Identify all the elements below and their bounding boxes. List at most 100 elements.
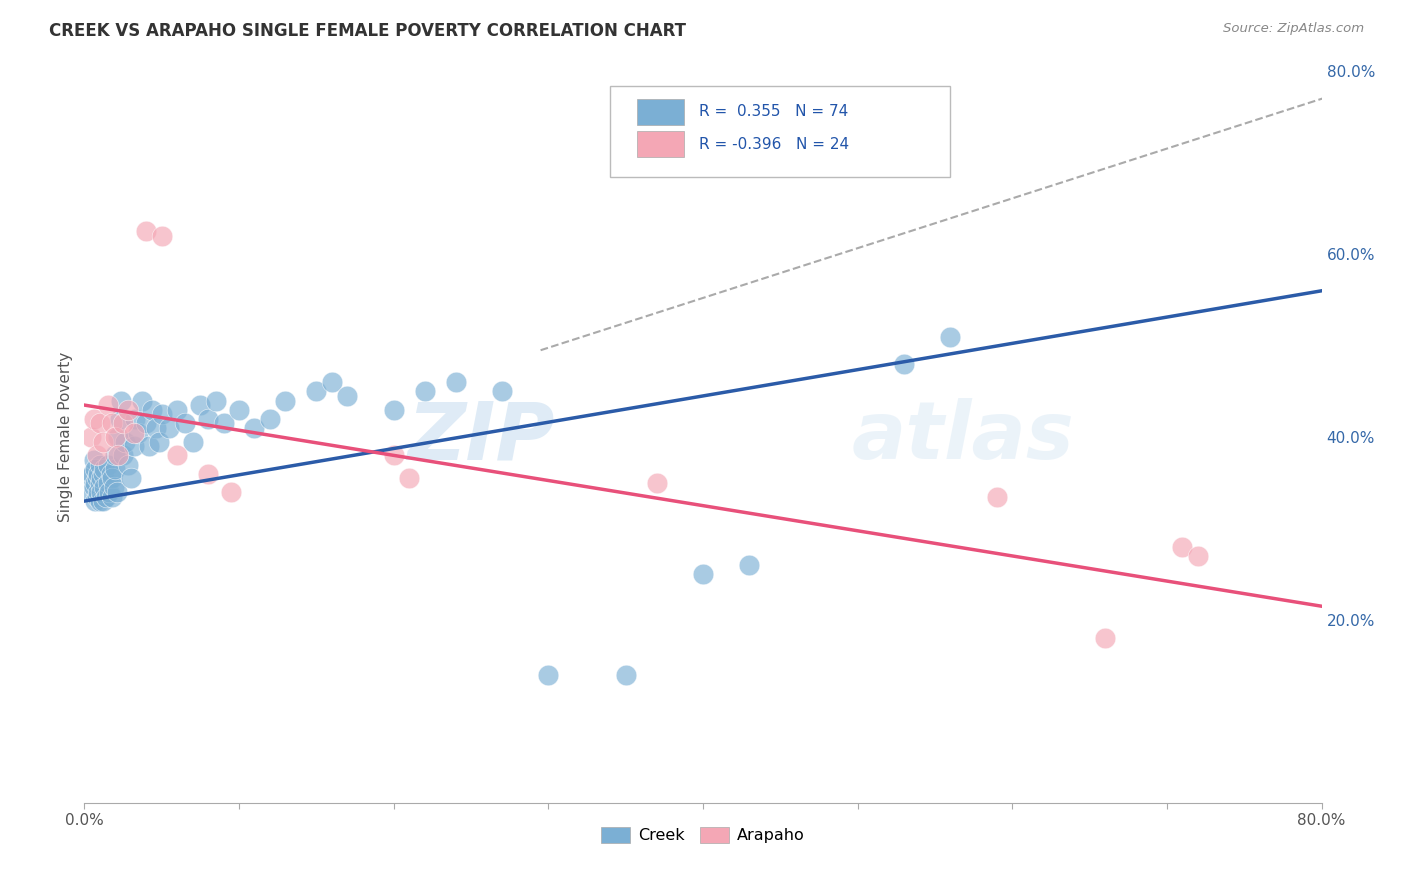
- Y-axis label: Single Female Poverty: Single Female Poverty: [58, 352, 73, 522]
- Point: [93, 480, 115, 494]
- Point: [107, 448, 129, 462]
- Point: [174, 417, 197, 431]
- Point: [1171, 540, 1194, 554]
- Point: [413, 384, 436, 399]
- Point: [101, 417, 124, 431]
- Point: [986, 490, 1008, 504]
- Point: [141, 402, 163, 417]
- Point: [127, 425, 149, 440]
- Point: [145, 421, 167, 435]
- Point: [84, 462, 107, 476]
- Point: [114, 434, 136, 449]
- Point: [382, 448, 405, 462]
- Legend: Creek, Arapaho: Creek, Arapaho: [595, 821, 811, 850]
- Point: [124, 412, 146, 426]
- Point: [1187, 549, 1209, 563]
- Point: [112, 448, 135, 462]
- Point: [79, 485, 101, 500]
- Point: [83, 480, 105, 494]
- Point: [98, 485, 121, 500]
- Point: [243, 421, 266, 435]
- Point: [87, 467, 110, 481]
- Point: [398, 471, 420, 485]
- Point: [84, 494, 107, 508]
- Point: [89, 417, 111, 431]
- Point: [104, 448, 127, 462]
- Point: [738, 558, 761, 573]
- Point: [77, 471, 100, 485]
- Text: R = -0.396   N = 24: R = -0.396 N = 24: [699, 136, 849, 152]
- Text: atlas: atlas: [852, 398, 1074, 476]
- Point: [150, 229, 173, 244]
- Point: [96, 458, 118, 472]
- Point: [336, 389, 359, 403]
- Point: [107, 430, 129, 444]
- Point: [93, 462, 115, 476]
- Point: [90, 485, 112, 500]
- Point: [117, 402, 139, 417]
- Point: [491, 384, 513, 399]
- Point: [108, 412, 131, 426]
- Point: [100, 467, 122, 481]
- Point: [90, 471, 112, 485]
- Point: [91, 434, 114, 449]
- Point: [94, 490, 117, 504]
- Point: [86, 471, 108, 485]
- Point: [321, 375, 343, 389]
- Point: [537, 667, 560, 681]
- Point: [103, 480, 125, 494]
- Point: [893, 357, 915, 371]
- Bar: [637, 131, 685, 157]
- Point: [112, 417, 135, 431]
- Point: [692, 567, 714, 582]
- Point: [120, 471, 142, 485]
- Point: [188, 398, 211, 412]
- Point: [138, 439, 160, 453]
- Point: [83, 412, 105, 426]
- Point: [84, 475, 107, 490]
- Point: [274, 393, 297, 408]
- Point: [89, 494, 111, 508]
- Text: ZIP: ZIP: [408, 398, 554, 476]
- Point: [122, 425, 145, 440]
- Point: [150, 407, 173, 421]
- Point: [105, 485, 128, 500]
- Point: [228, 402, 250, 417]
- Point: [135, 417, 157, 431]
- Point: [444, 375, 467, 389]
- Point: [117, 458, 139, 472]
- Point: [197, 412, 219, 426]
- Point: [1094, 632, 1116, 646]
- Point: [166, 402, 188, 417]
- Point: [197, 467, 219, 481]
- Bar: [637, 99, 685, 125]
- Point: [101, 490, 124, 504]
- Point: [101, 471, 124, 485]
- Point: [86, 490, 108, 504]
- Point: [939, 329, 962, 343]
- Point: [86, 448, 108, 462]
- Point: [212, 417, 235, 431]
- Point: [159, 421, 180, 435]
- Point: [104, 462, 127, 476]
- Point: [135, 224, 157, 238]
- Text: R =  0.355   N = 74: R = 0.355 N = 74: [699, 104, 849, 120]
- Point: [614, 667, 637, 681]
- Point: [110, 393, 132, 408]
- Point: [131, 393, 153, 408]
- Point: [645, 475, 668, 490]
- Point: [96, 475, 118, 490]
- Point: [87, 485, 110, 500]
- Point: [82, 467, 104, 481]
- Point: [181, 434, 204, 449]
- Point: [166, 448, 188, 462]
- Point: [96, 398, 118, 412]
- Point: [79, 430, 101, 444]
- FancyBboxPatch shape: [610, 86, 950, 178]
- Point: [259, 412, 281, 426]
- Point: [305, 384, 328, 399]
- Point: [122, 439, 145, 453]
- Point: [104, 430, 127, 444]
- Point: [89, 458, 111, 472]
- Point: [219, 485, 242, 500]
